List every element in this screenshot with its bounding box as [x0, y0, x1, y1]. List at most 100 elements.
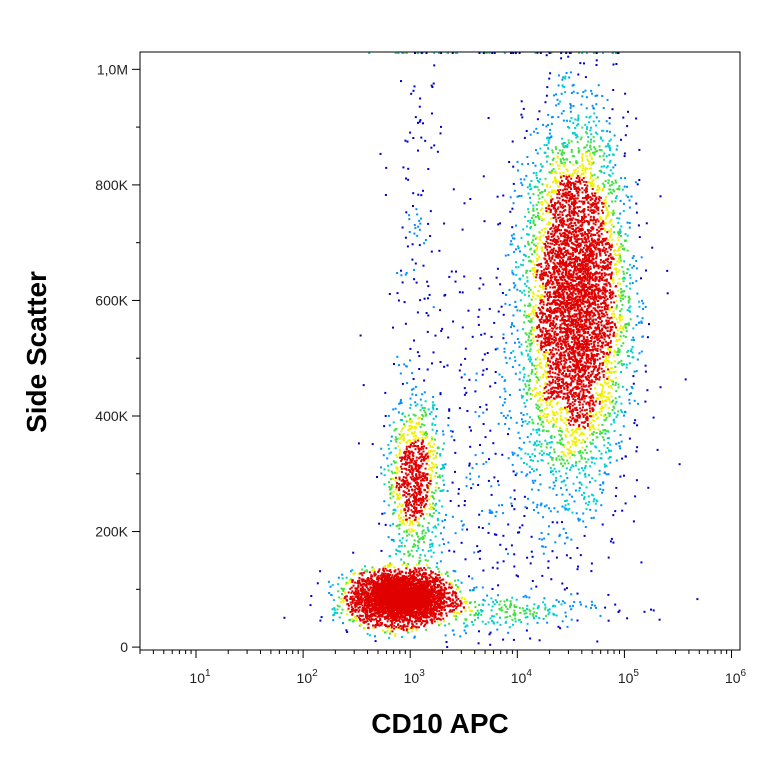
- data-point: [614, 324, 616, 327]
- data-point: [540, 340, 543, 343]
- data-point: [659, 195, 662, 198]
- data-point: [546, 248, 549, 251]
- data-point: [406, 534, 408, 537]
- data-point: [378, 568, 381, 571]
- data-point: [484, 623, 487, 626]
- data-point: [581, 167, 584, 170]
- data-point: [396, 505, 399, 508]
- data-point: [606, 334, 609, 337]
- data-point: [544, 335, 547, 338]
- data-point: [420, 512, 423, 515]
- data-point: [530, 318, 533, 321]
- data-point: [640, 320, 643, 323]
- data-point: [552, 224, 555, 227]
- data-point: [406, 458, 409, 461]
- data-point: [585, 402, 588, 405]
- data-point: [574, 202, 576, 205]
- data-point: [570, 466, 573, 469]
- data-point: [500, 412, 503, 414]
- data-point: [459, 600, 462, 603]
- data-point: [448, 622, 451, 625]
- data-point: [432, 351, 435, 354]
- data-point: [532, 239, 534, 242]
- data-point: [596, 132, 599, 135]
- data-point: [606, 313, 609, 316]
- data-point: [558, 193, 561, 196]
- data-point: [395, 486, 398, 489]
- data-point: [576, 180, 579, 183]
- data-point: [577, 219, 580, 222]
- data-point: [500, 606, 503, 609]
- data-point: [530, 488, 533, 491]
- data-point: [505, 620, 508, 623]
- data-point: [595, 417, 598, 420]
- data-point: [603, 324, 606, 327]
- data-point: [601, 370, 604, 373]
- data-point: [582, 165, 585, 167]
- data-point: [616, 353, 619, 356]
- data-point: [561, 221, 564, 224]
- data-point: [603, 359, 606, 362]
- data-point: [540, 294, 543, 296]
- data-point: [597, 341, 600, 344]
- data-point: [578, 452, 581, 455]
- data-point: [618, 258, 621, 261]
- data-point: [399, 372, 402, 375]
- data-point: [561, 203, 564, 206]
- data-point: [466, 410, 469, 412]
- data-point: [393, 501, 396, 504]
- data-point: [418, 452, 421, 455]
- data-point: [364, 570, 367, 573]
- data-point: [539, 191, 542, 194]
- data-point: [545, 309, 548, 312]
- data-point: [527, 374, 530, 377]
- data-point: [635, 259, 638, 262]
- data-point: [589, 129, 592, 132]
- data-point: [412, 438, 415, 441]
- data-point: [441, 489, 444, 492]
- data-point: [561, 195, 564, 198]
- data-point: [565, 507, 568, 510]
- data-point: [469, 472, 472, 475]
- data-point: [436, 574, 439, 577]
- data-point: [575, 124, 578, 127]
- data-point: [606, 98, 609, 101]
- data-point: [525, 596, 528, 599]
- data-point: [600, 232, 603, 235]
- data-point: [359, 334, 362, 337]
- data-point: [434, 489, 437, 492]
- data-point: [595, 398, 598, 401]
- data-point: [497, 223, 500, 226]
- data-point: [602, 265, 605, 268]
- data-point: [448, 549, 451, 552]
- data-point: [600, 396, 603, 399]
- data-point: [642, 302, 645, 305]
- data-point: [426, 477, 429, 480]
- data-point: [600, 228, 602, 231]
- data-point: [406, 474, 409, 477]
- data-point: [472, 483, 475, 486]
- data-point: [552, 324, 555, 327]
- data-point: [567, 139, 570, 142]
- data-point: [388, 565, 391, 568]
- data-point: [526, 354, 529, 357]
- data-point: [556, 213, 559, 216]
- data-point: [477, 613, 479, 616]
- data-point: [608, 371, 611, 374]
- data-point: [409, 418, 412, 420]
- data-point: [502, 337, 505, 340]
- data-point: [531, 468, 534, 470]
- data-point: [599, 484, 602, 486]
- data-point: [515, 224, 517, 227]
- data-point: [584, 475, 587, 478]
- data-point: [620, 362, 623, 365]
- data-point: [600, 321, 602, 324]
- data-point: [560, 182, 563, 185]
- data-point: [540, 246, 543, 249]
- data-point: [562, 183, 565, 186]
- data-point: [408, 492, 411, 495]
- data-point: [587, 136, 590, 139]
- data-point: [593, 428, 596, 431]
- data-point: [624, 233, 627, 236]
- data-point: [596, 150, 599, 153]
